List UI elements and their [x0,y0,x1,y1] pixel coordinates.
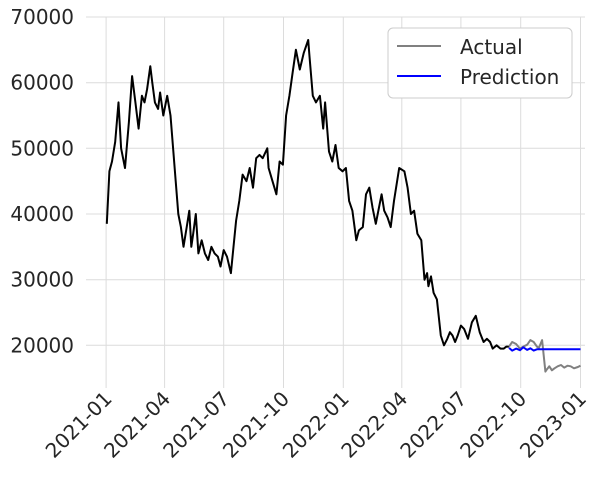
y-tick-label: 20000 [10,333,74,357]
legend-label-prediction: Prediction [460,65,559,89]
x-axis-ticks: 2021-012021-042021-072021-102022-012022-… [41,387,591,463]
legend: Actual Prediction [387,27,573,99]
series-lines [105,39,581,373]
x-tick-label: 2023-01 [515,387,591,463]
y-tick-label: 30000 [10,268,74,292]
series-prediction-line [508,346,581,352]
y-tick-label: 70000 [10,5,74,29]
y-tick-label: 50000 [10,136,74,160]
y-tick-label: 40000 [10,202,74,226]
legend-label-actual: Actual [460,35,523,59]
y-tick-label: 60000 [10,71,74,95]
y-axis-ticks: 20000 30000 40000 50000 60000 70000 [10,5,74,357]
series-actual-history-line [105,39,509,350]
